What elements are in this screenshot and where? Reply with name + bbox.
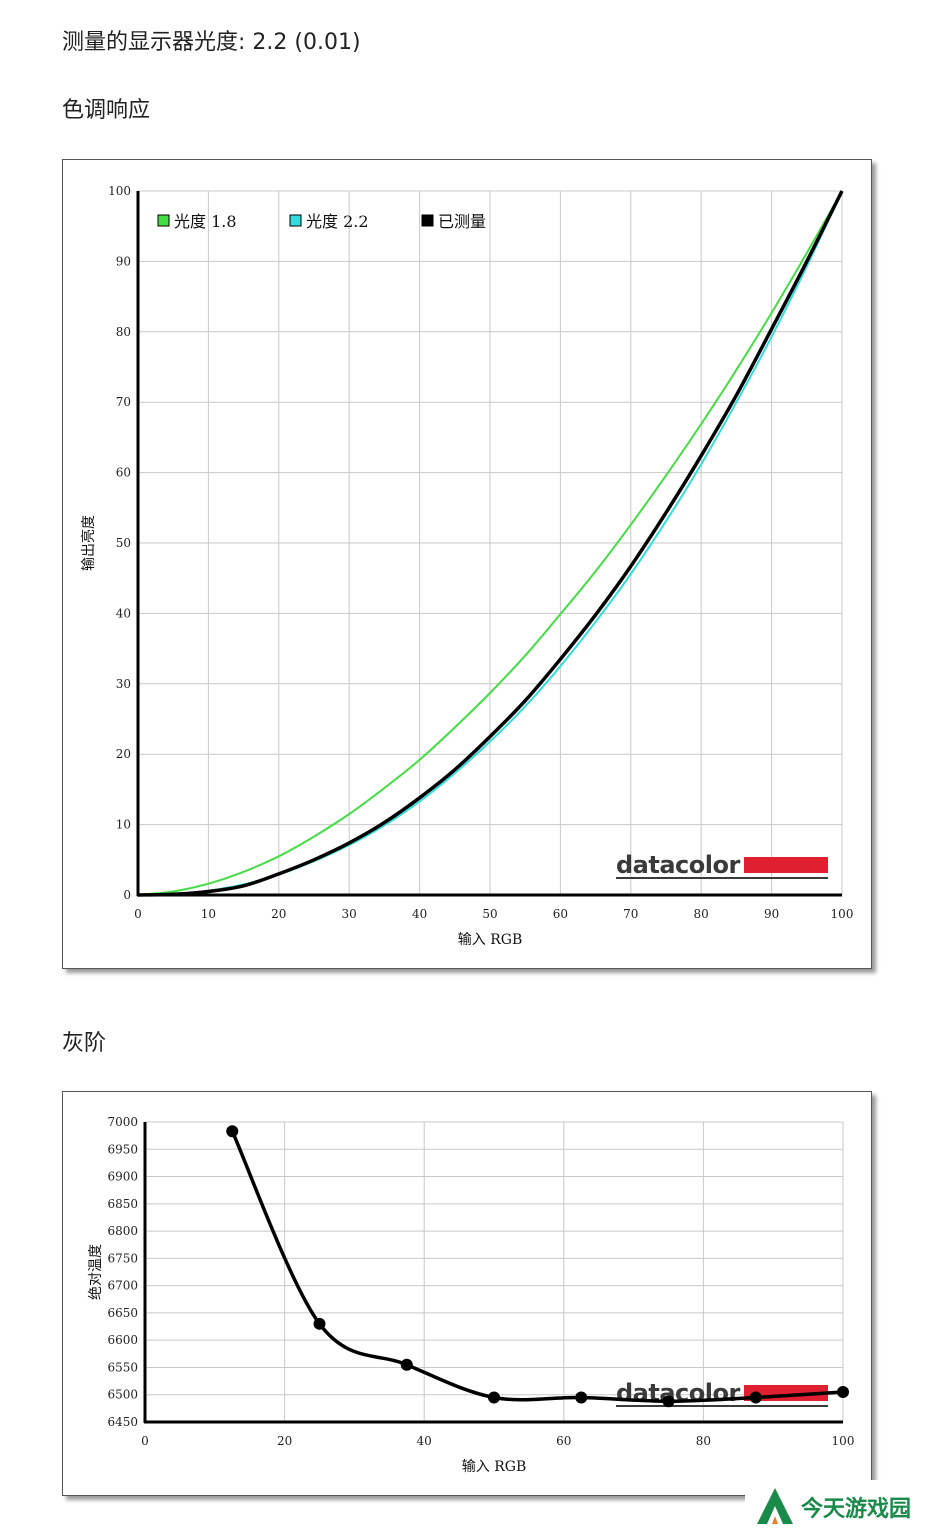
tone-response-panel: 0 10 20 30 40 50 60 70 80 90 100 0 10 20 30 40 50 60 70 80 9… <box>62 159 872 969</box>
y-tick-label: 30 <box>116 677 131 691</box>
x-tick-label: 0 <box>141 1434 149 1448</box>
x-tick-label: 90 <box>764 907 779 921</box>
x-axis-title: 输入 RGB <box>458 932 522 948</box>
tone-response-title: 色调响应 <box>62 98 151 123</box>
watermark-text: 今天游戏园 <box>801 1496 911 1522</box>
data-point <box>837 1386 849 1398</box>
y-tick-label: 6650 <box>107 1306 138 1320</box>
legend-label: 光度 2.2 <box>306 212 369 231</box>
y-tick-label: 6450 <box>107 1415 138 1429</box>
y-axis-title: 绝对温度 <box>88 1244 104 1300</box>
y-tick-label: 80 <box>116 325 131 339</box>
y-tick-label: 6850 <box>107 1197 138 1211</box>
data-point <box>749 1391 762 1404</box>
legend-label: 光度 1.8 <box>174 212 237 231</box>
grayscale-chart: 0 20 40 60 80 100 6450 6500 6550 6600 6650 6700 6750… <box>88 1115 855 1475</box>
y-tick-label: 6700 <box>107 1279 138 1293</box>
y-tick-label: 100 <box>108 184 131 198</box>
datacolor-logo-underline <box>616 877 828 879</box>
y-tick-label: 6550 <box>107 1360 138 1374</box>
watermark: 今天游戏园 <box>745 1480 934 1531</box>
datacolor-logo: datacolor <box>616 851 828 879</box>
data-point <box>488 1391 500 1404</box>
y-tick-label: 6950 <box>107 1142 138 1156</box>
y-tick-label: 7000 <box>107 1115 138 1129</box>
x-tick-label: 70 <box>623 907 638 921</box>
x-tick-label: 80 <box>696 1434 711 1448</box>
y-tick-label: 6900 <box>107 1170 138 1184</box>
x-axis-title: 输入 RGB <box>462 1459 526 1475</box>
legend-swatch <box>421 214 434 227</box>
plot-area <box>144 1121 844 1423</box>
y-tick-label: 70 <box>116 395 131 409</box>
grayscale-title: 灰阶 <box>62 1031 107 1056</box>
y-tick-label: 90 <box>116 254 131 268</box>
y-tick-label: 6750 <box>107 1251 138 1265</box>
y-tick-label: 6500 <box>107 1388 138 1402</box>
grayscale-panel: 0 20 40 60 80 100 6450 6500 6550 6600 6650 6700 6750… <box>62 1091 872 1496</box>
x-tick-label: 100 <box>831 907 854 921</box>
y-tick-label: 50 <box>116 536 131 550</box>
data-point <box>662 1395 675 1408</box>
datacolor-logo-underline <box>616 1405 828 1407</box>
legend-swatch <box>289 214 302 227</box>
data-point <box>575 1391 588 1404</box>
y-tick-label: 0 <box>123 888 131 902</box>
x-tick-label: 100 <box>832 1434 855 1448</box>
x-tick-label: 40 <box>412 907 427 921</box>
x-tick-label: 10 <box>201 907 216 921</box>
tone-response-chart: 0 10 20 30 40 50 60 70 80 90 100 0 10 20 30 40 50 60 70 80 9… <box>80 184 854 948</box>
data-point <box>313 1317 326 1330</box>
series-line-1 <box>230 1130 844 1404</box>
legend-label: 已测量 <box>438 212 486 231</box>
series-line-1 <box>137 190 843 896</box>
x-tick-label: 80 <box>694 907 709 921</box>
x-tick-label: 60 <box>553 907 568 921</box>
gamma-summary: 测量的显示器光度: 2.2 (0.01) <box>62 30 361 55</box>
x-tick-label: 60 <box>556 1434 571 1448</box>
y-axis-title: 输出亮度 <box>80 515 97 571</box>
x-tick-label: 40 <box>417 1434 432 1448</box>
data-point <box>400 1358 413 1371</box>
datacolor-logo-bar <box>744 857 828 873</box>
data-point <box>226 1125 239 1138</box>
y-tick-label: 40 <box>116 606 131 620</box>
y-tick-label: 10 <box>116 818 131 832</box>
y-tick-label: 6800 <box>107 1224 138 1238</box>
x-tick-label: 20 <box>271 907 286 921</box>
x-tick-label: 30 <box>342 907 357 921</box>
x-tick-label: 50 <box>482 907 497 921</box>
y-tick-label: 6600 <box>107 1333 138 1347</box>
x-tick-label: 20 <box>277 1434 292 1448</box>
tree-logo-icon <box>757 1488 793 1524</box>
y-tick-label: 20 <box>116 747 131 761</box>
datacolor-logo-text: datacolor <box>616 851 740 879</box>
y-tick-label: 60 <box>116 466 131 480</box>
series-line-3 <box>137 190 844 897</box>
x-tick-label: 0 <box>134 907 142 921</box>
legend-swatch <box>157 214 170 227</box>
